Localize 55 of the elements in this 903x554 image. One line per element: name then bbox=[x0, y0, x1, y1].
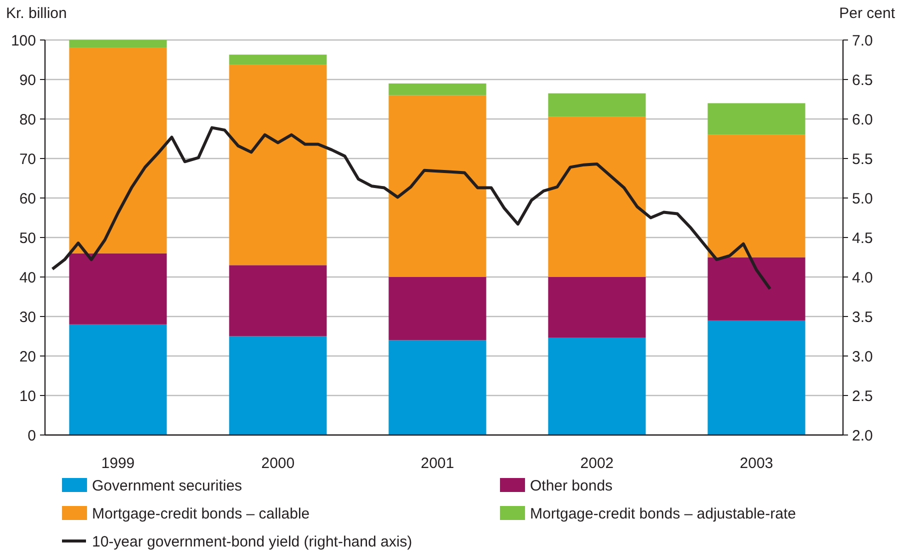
y-axis-title: Kr. billion bbox=[6, 5, 67, 22]
y-tick-label: 80 bbox=[19, 111, 36, 128]
y2-tick-label: 7.0 bbox=[852, 32, 873, 50]
legend-label: Mortgage-credit bonds – adjustable-rate bbox=[530, 505, 796, 522]
y2-tick-label: 3.0 bbox=[852, 348, 873, 366]
bar bbox=[708, 257, 806, 320]
y2-tick-label: 3.5 bbox=[852, 308, 873, 326]
y2-tick-label: 6.0 bbox=[852, 111, 873, 128]
bar bbox=[708, 103, 806, 135]
bar bbox=[69, 40, 167, 48]
x-tick-label: 2003 bbox=[740, 455, 774, 472]
bar bbox=[69, 253, 167, 324]
bar bbox=[388, 277, 486, 340]
y-tick-label: 50 bbox=[19, 230, 36, 247]
legend-label: Other bonds bbox=[530, 477, 613, 494]
legend-label: 10-year government-bond yield (right-hand axis) bbox=[92, 533, 412, 550]
y-tick-label: 30 bbox=[19, 308, 36, 326]
y-tick-label: 70 bbox=[19, 150, 36, 168]
x-tick-label: 2001 bbox=[420, 455, 454, 472]
y-tick-label: 10 bbox=[19, 388, 36, 405]
bar bbox=[708, 134, 806, 258]
y2-tick-label: 6.5 bbox=[852, 72, 873, 89]
x-tick-label: 2000 bbox=[261, 455, 295, 472]
y-tick-label: 0 bbox=[28, 427, 36, 444]
y2-tick-label: 5.0 bbox=[852, 190, 873, 208]
bar bbox=[708, 320, 806, 435]
y-tick-label: 100 bbox=[10, 32, 36, 50]
bar bbox=[69, 48, 167, 254]
y-tick-label: 40 bbox=[19, 269, 36, 286]
bar bbox=[229, 336, 327, 435]
y2-tick-label: 2.0 bbox=[852, 427, 873, 444]
bar bbox=[548, 116, 646, 277]
y-tick-label: 60 bbox=[19, 190, 36, 208]
bar bbox=[388, 340, 486, 435]
y-tick-label: 20 bbox=[19, 348, 36, 366]
legend-label: Government securities bbox=[92, 477, 242, 494]
bar bbox=[229, 54, 327, 65]
bar bbox=[548, 93, 646, 117]
bar bbox=[548, 277, 646, 338]
y2-tick-label: 4.0 bbox=[852, 269, 873, 286]
bar bbox=[229, 265, 327, 336]
y2-tick-label: 5.5 bbox=[852, 150, 873, 168]
bar bbox=[388, 95, 486, 277]
bar bbox=[69, 324, 167, 435]
bar bbox=[388, 83, 486, 96]
x-tick-label: 1999 bbox=[101, 455, 135, 472]
y2-tick-label: 4.5 bbox=[852, 230, 873, 247]
x-tick-label: 2002 bbox=[580, 455, 614, 472]
legend-label: Mortgage-credit bonds – callable bbox=[92, 505, 310, 522]
y2-axis-title: Per cent bbox=[839, 5, 896, 22]
y2-tick-label: 2.5 bbox=[852, 388, 873, 405]
y-tick-label: 90 bbox=[19, 72, 36, 89]
line-series bbox=[50, 126, 772, 290]
bar bbox=[229, 64, 327, 266]
bar bbox=[548, 338, 646, 435]
